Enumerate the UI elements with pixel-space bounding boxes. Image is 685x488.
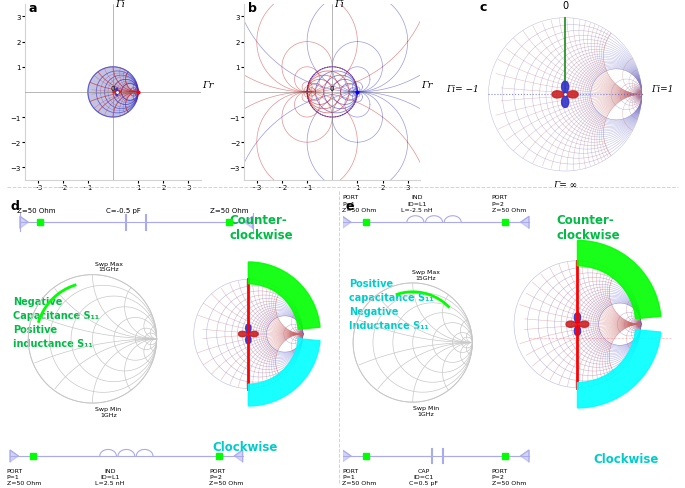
Polygon shape bbox=[577, 330, 661, 408]
Text: Negative
Capacitance S₁₁
Positive
inductance S₁₁: Negative Capacitance S₁₁ Positive induct… bbox=[14, 297, 99, 348]
Polygon shape bbox=[521, 450, 529, 462]
Text: CAP
ID=C1
C=0.5 pF: CAP ID=C1 C=0.5 pF bbox=[410, 468, 438, 485]
Polygon shape bbox=[562, 82, 569, 95]
Text: 0: 0 bbox=[330, 85, 334, 91]
Text: Swp Min
1GHz: Swp Min 1GHz bbox=[413, 406, 439, 416]
Polygon shape bbox=[117, 92, 121, 94]
Text: c: c bbox=[479, 1, 486, 14]
Text: Clockwise: Clockwise bbox=[593, 452, 659, 465]
Text: Counter-
clockwise: Counter- clockwise bbox=[556, 214, 620, 242]
Text: Clockwise: Clockwise bbox=[213, 440, 278, 453]
Polygon shape bbox=[562, 95, 569, 108]
Text: Counter-
clockwise: Counter- clockwise bbox=[229, 214, 293, 242]
Polygon shape bbox=[88, 68, 138, 118]
Text: Z=50 Ohm: Z=50 Ohm bbox=[16, 207, 55, 213]
Polygon shape bbox=[521, 217, 529, 229]
Text: PORT
P=2
Z=50 Ohm: PORT P=2 Z=50 Ohm bbox=[492, 195, 526, 212]
Polygon shape bbox=[566, 322, 577, 327]
Text: IND
ID=L1
L=-2.5 nH: IND ID=L1 L=-2.5 nH bbox=[401, 195, 433, 212]
Text: Γr: Γr bbox=[421, 81, 433, 90]
Polygon shape bbox=[113, 92, 117, 94]
Text: PORT
P=2
Z=50 Ohm: PORT P=2 Z=50 Ohm bbox=[492, 468, 526, 485]
Text: Γr: Γr bbox=[202, 81, 214, 90]
Polygon shape bbox=[238, 332, 248, 337]
Polygon shape bbox=[248, 339, 320, 406]
Polygon shape bbox=[20, 217, 28, 229]
Text: PORT
P=1
Z=50 Ohm: PORT P=1 Z=50 Ohm bbox=[7, 468, 41, 485]
Polygon shape bbox=[116, 89, 118, 93]
Text: PORT
P=1
Z=50 Ohm: PORT P=1 Z=50 Ohm bbox=[342, 195, 377, 212]
Polygon shape bbox=[565, 92, 578, 99]
Text: Positive
capacitance S₁₁
Negative
Inductance S₁₁: Positive capacitance S₁₁ Negative Induct… bbox=[349, 279, 434, 331]
Polygon shape bbox=[342, 450, 351, 462]
Text: Γi: Γi bbox=[115, 0, 125, 9]
Text: Γi=1: Γi=1 bbox=[651, 84, 673, 94]
Text: e: e bbox=[346, 199, 354, 212]
Polygon shape bbox=[116, 93, 118, 97]
Polygon shape bbox=[10, 450, 18, 462]
Text: d: d bbox=[10, 199, 19, 212]
Polygon shape bbox=[248, 263, 320, 329]
Text: 0: 0 bbox=[111, 85, 115, 91]
Polygon shape bbox=[248, 332, 258, 337]
Polygon shape bbox=[577, 322, 589, 327]
Polygon shape bbox=[574, 325, 581, 336]
Polygon shape bbox=[574, 313, 581, 325]
Polygon shape bbox=[342, 217, 351, 229]
Text: PORT
P=2
Z=50 Ohm: PORT P=2 Z=50 Ohm bbox=[210, 468, 244, 485]
Text: C=-0.5 pF: C=-0.5 pF bbox=[105, 207, 140, 213]
Text: Z=50 Ohm: Z=50 Ohm bbox=[210, 207, 249, 213]
Text: Γi: Γi bbox=[334, 0, 344, 9]
Text: 0: 0 bbox=[562, 1, 568, 11]
Text: a: a bbox=[29, 2, 37, 16]
Polygon shape bbox=[246, 325, 251, 334]
Polygon shape bbox=[234, 450, 242, 462]
Text: PORT
P=1
Z=50 Ohm: PORT P=1 Z=50 Ohm bbox=[342, 468, 377, 485]
Text: Swp Min
1GHz: Swp Min 1GHz bbox=[95, 407, 122, 417]
Polygon shape bbox=[245, 217, 253, 229]
Text: IND
ID=L1
L=2.5 nH: IND ID=L1 L=2.5 nH bbox=[95, 468, 125, 485]
Text: Swp Max
15GHz: Swp Max 15GHz bbox=[412, 269, 440, 280]
Polygon shape bbox=[246, 334, 251, 344]
Polygon shape bbox=[552, 92, 565, 99]
Polygon shape bbox=[577, 241, 661, 319]
Text: b: b bbox=[248, 2, 257, 16]
Text: Swp Max
15GHz: Swp Max 15GHz bbox=[95, 261, 123, 272]
Text: Γi= −1: Γi= −1 bbox=[447, 84, 479, 94]
Text: Γ= ∞: Γ= ∞ bbox=[553, 181, 577, 190]
